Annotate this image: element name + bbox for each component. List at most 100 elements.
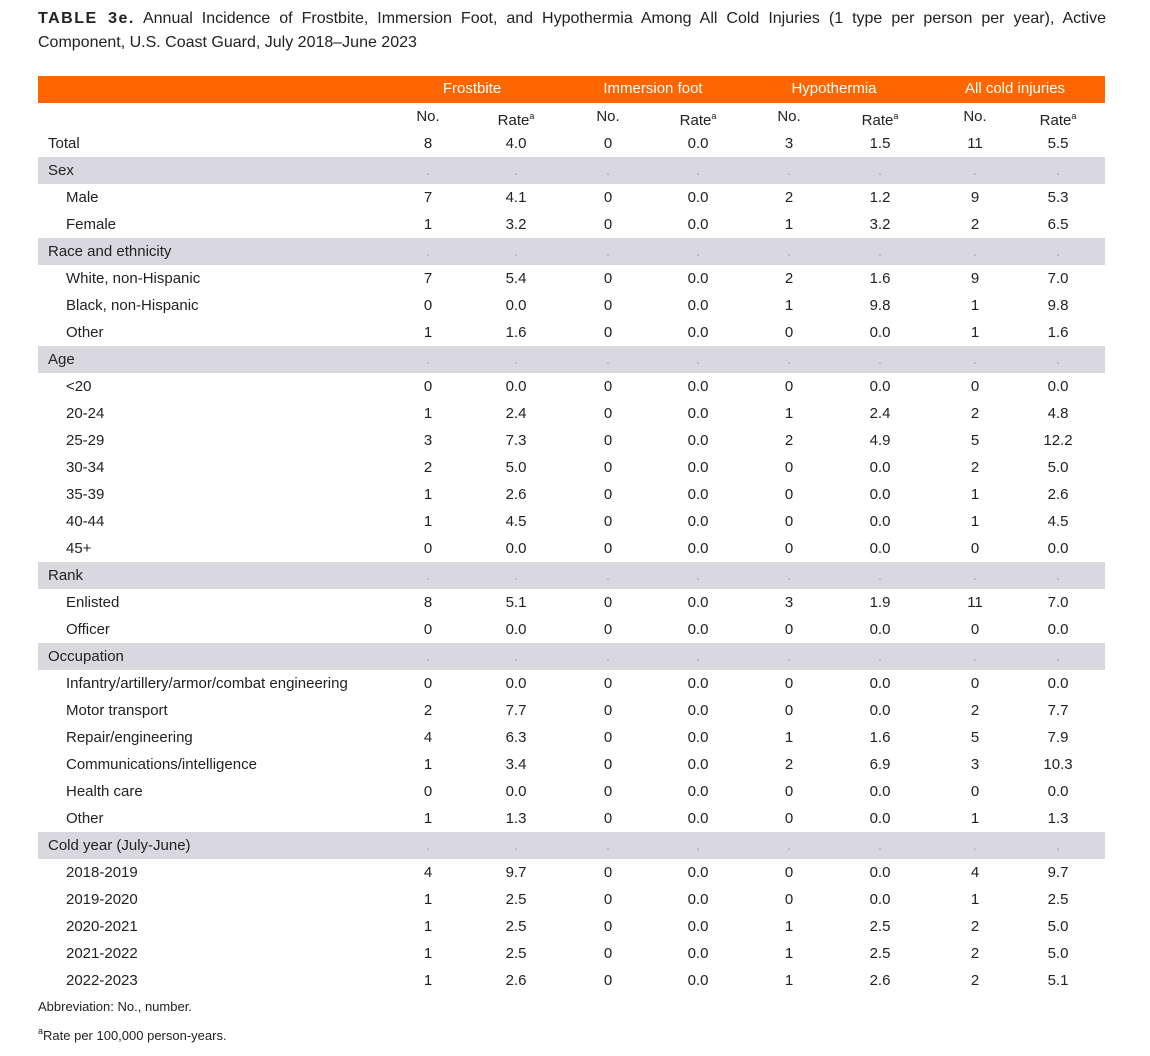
- cell: 0: [970, 621, 980, 638]
- cell: 0: [970, 540, 980, 557]
- cell: 0: [603, 540, 613, 557]
- section-label: Race and ethnicity: [48, 243, 172, 260]
- cell: .: [1055, 351, 1061, 368]
- column-header: Ratea: [648, 103, 748, 130]
- cell: 2.5: [505, 945, 527, 962]
- group-header: All cold injuries: [965, 80, 1066, 97]
- cell: 1: [970, 297, 980, 314]
- cell: 2.6: [869, 972, 891, 989]
- cell: 4.0: [505, 135, 527, 152]
- cell: 0.0: [687, 324, 709, 341]
- cell: 2.5: [1047, 891, 1069, 908]
- cell: 0.0: [687, 729, 709, 746]
- cell: 0.0: [687, 378, 709, 395]
- cell: 0.0: [687, 540, 709, 557]
- cell: 2: [970, 945, 980, 962]
- cell: 0.0: [869, 675, 891, 692]
- row-label: 40-44: [66, 513, 105, 530]
- cell: .: [605, 837, 611, 854]
- cell: .: [972, 243, 978, 260]
- cell: 1: [423, 945, 433, 962]
- cell: 1.3: [505, 810, 527, 827]
- cell: .: [972, 648, 978, 665]
- cell: 0.0: [687, 621, 709, 638]
- cell: .: [877, 567, 883, 584]
- cell: 4.9: [869, 432, 891, 449]
- cell: 0: [784, 378, 794, 395]
- cell: 11: [967, 594, 983, 611]
- cell: 3: [970, 756, 980, 773]
- cell: 1: [423, 972, 433, 989]
- cell: 7.9: [1047, 729, 1069, 746]
- column-label: No.: [416, 108, 440, 125]
- cell: 0: [423, 378, 433, 395]
- cell: 0: [603, 675, 613, 692]
- cell: 0.0: [687, 864, 709, 881]
- cell: .: [513, 162, 519, 179]
- cell: 1.6: [869, 729, 891, 746]
- column-label: No.: [777, 108, 801, 125]
- cell: 0: [603, 378, 613, 395]
- cell: 2.6: [505, 972, 527, 989]
- cell: 0.0: [687, 405, 709, 422]
- cell: 4.1: [505, 189, 527, 206]
- cell: .: [513, 351, 519, 368]
- cell: 9.8: [869, 297, 891, 314]
- cell: 0: [603, 216, 613, 233]
- group-header: Immersion foot: [603, 80, 703, 97]
- cell: .: [425, 837, 431, 854]
- section-label: Sex: [48, 162, 74, 179]
- cell: 0: [784, 864, 794, 881]
- cell: 4.5: [1047, 513, 1069, 530]
- table-label: TABLE 3e.: [38, 10, 135, 27]
- cell: 0: [970, 783, 980, 800]
- cell: 0: [603, 405, 613, 422]
- cell: 0.0: [869, 324, 891, 341]
- cell: .: [1055, 162, 1061, 179]
- cell: .: [605, 648, 611, 665]
- cell: 0.0: [505, 540, 527, 557]
- cell: 0: [603, 324, 613, 341]
- cell: 11: [967, 135, 983, 152]
- row-label: 35-39: [66, 486, 105, 503]
- cell: .: [605, 351, 611, 368]
- cell: 3: [423, 432, 433, 449]
- cell: 2: [970, 405, 980, 422]
- cell: .: [695, 648, 701, 665]
- cell: 0.0: [1047, 621, 1069, 638]
- cell: 2: [784, 756, 794, 773]
- cell: 0.0: [687, 189, 709, 206]
- cell: 0: [603, 810, 613, 827]
- cell: 0.0: [687, 810, 709, 827]
- cell: 1: [423, 216, 433, 233]
- cell: 0: [603, 486, 613, 503]
- cell: 0.0: [869, 891, 891, 908]
- cell: .: [972, 351, 978, 368]
- header-band: [38, 76, 1105, 103]
- cell: 0.0: [869, 513, 891, 530]
- cell: 1: [423, 405, 433, 422]
- cell: 12.2: [1043, 432, 1073, 449]
- cell: 1.9: [869, 594, 891, 611]
- cell: 1: [423, 756, 433, 773]
- cell: 2.5: [505, 891, 527, 908]
- title: TABLE 3e. Annual Incidence of Frostbite,…: [38, 7, 1106, 55]
- cell: 2: [970, 216, 980, 233]
- cell: .: [786, 837, 792, 854]
- cell: .: [695, 351, 701, 368]
- section-band: [38, 643, 1105, 670]
- cell: 10.3: [1043, 756, 1073, 773]
- cell: 2.5: [869, 945, 891, 962]
- column-label: Rate: [1039, 112, 1072, 129]
- cell: 9.8: [1047, 297, 1069, 314]
- cell: 1: [970, 513, 980, 530]
- row-label: Total: [48, 135, 80, 152]
- cell: 0: [784, 459, 794, 476]
- cell: .: [425, 243, 431, 260]
- cell: .: [972, 567, 978, 584]
- cell: 8: [423, 135, 433, 152]
- cell: .: [786, 243, 792, 260]
- cell: 0: [423, 621, 433, 638]
- cell: 0: [603, 918, 613, 935]
- cell: 0: [603, 513, 613, 530]
